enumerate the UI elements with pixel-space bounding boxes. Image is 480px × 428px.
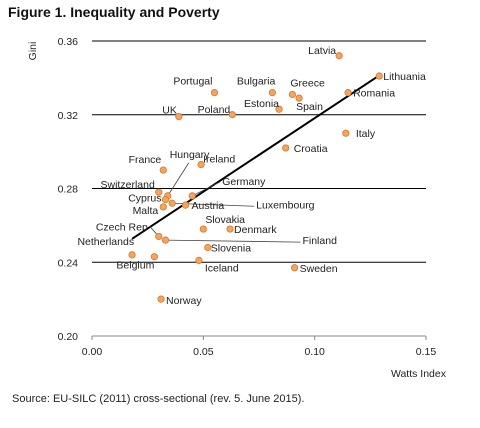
point-label-croatia: Croatia	[294, 143, 328, 155]
x-tick-label: 0.05	[193, 346, 214, 358]
point-label-portugal: Portugal	[173, 76, 212, 88]
leader-line-finland	[165, 239, 301, 243]
point-label-romania: Romania	[353, 88, 395, 100]
point-label-norway: Norway	[166, 295, 202, 307]
point-label-austria: Austria	[192, 200, 225, 212]
point-czech-rep	[155, 232, 163, 241]
point-norway	[157, 295, 165, 303]
point-latvia	[335, 52, 343, 60]
point-label-uk: UK	[162, 105, 177, 117]
point-label-germany: Germany	[222, 176, 266, 188]
figure-title: Figure 1. Inequality and Poverty	[8, 4, 220, 20]
point-romania	[344, 89, 352, 97]
point-label-finland: Finland	[302, 235, 337, 247]
point-label-iceland: Iceland	[205, 262, 239, 274]
point-label-italy: Italy	[356, 128, 376, 140]
point-malta	[159, 203, 167, 211]
point-greece	[288, 90, 296, 99]
point-label-luxembourg: Luxembourg	[256, 199, 315, 211]
point-poland	[228, 111, 236, 119]
point-estonia	[275, 105, 283, 113]
point-belgium	[150, 253, 158, 261]
point-label-belgium: Belgium	[116, 260, 154, 272]
trendline-group	[131, 74, 380, 240]
point-label-estonia: Estonia	[244, 98, 279, 110]
point-iceland	[195, 256, 203, 265]
point-denmark	[226, 225, 234, 233]
gridlines	[92, 40, 426, 263]
point-label-poland: Poland	[198, 104, 231, 116]
point-netherlands	[128, 251, 136, 259]
point-slovenia	[204, 243, 212, 252]
y-tick-label: 0.20	[58, 331, 79, 343]
leader-line-germany	[192, 181, 221, 197]
point-croatia	[282, 144, 290, 152]
point-bulgaria	[268, 89, 276, 97]
point-luxembourg	[168, 199, 176, 207]
x-tick-label: 0.00	[82, 346, 103, 358]
point-label-slovenia: Slovenia	[211, 243, 251, 255]
point-cyprus	[161, 195, 170, 204]
point-label-latvia: Latvia	[308, 45, 336, 57]
point-label-denmark: Denmark	[234, 224, 277, 236]
point-label-greece: Greece	[290, 77, 325, 89]
y-tick-label: 0.28	[58, 184, 79, 196]
point-lithuania	[375, 72, 383, 80]
y-tick-label: 0.36	[58, 36, 79, 48]
point-finland	[161, 236, 170, 244]
axes: 0.20 0.24 0.28 0.32 0.36 0.00 0.05 0.10 0.15 Watt…	[27, 36, 447, 380]
leader-line-hungary	[167, 162, 190, 197]
y-tick-label: 0.32	[58, 110, 79, 122]
data-points	[128, 52, 383, 303]
point-label-malta: Malta	[133, 205, 159, 217]
x-tick-label: 0.15	[416, 346, 437, 358]
point-spain	[295, 94, 303, 102]
point-slovakia	[199, 225, 207, 233]
point-label-lithuania: Lithuania	[383, 71, 426, 83]
x-axis-title: Watts Index	[391, 368, 447, 380]
point-label-france: France	[129, 154, 162, 166]
point-austria	[181, 201, 190, 209]
point-portugal	[210, 89, 219, 97]
source-note: Source: EU-SILC (2011) cross-sectional (…	[12, 393, 305, 405]
point-france	[159, 166, 167, 174]
point-label-switzerland: Switzerland	[101, 179, 155, 191]
point-ireland	[197, 160, 205, 169]
y-tick-label: 0.24	[58, 257, 79, 269]
point-switzerland	[155, 188, 163, 196]
point-label-slovakia: Slovakia	[205, 214, 245, 226]
point-sweden	[291, 264, 299, 272]
point-label-spain: Spain	[296, 101, 323, 113]
point-germany	[188, 192, 196, 200]
point-label-czech-rep: Czech Rep	[96, 221, 148, 233]
trendline	[131, 74, 380, 240]
point-uk	[175, 112, 183, 121]
point-label-ireland: Ireland	[203, 154, 235, 166]
y-axis-title: Gini	[27, 42, 39, 61]
x-tick-label: 0.10	[304, 346, 325, 358]
point-label-netherlands: Netherlands	[77, 236, 134, 248]
point-label-bulgaria: Bulgaria	[237, 76, 276, 88]
point-label-sweden: Sweden	[300, 263, 338, 275]
point-italy	[342, 129, 350, 137]
point-label-cyprus: Cyprus	[128, 193, 161, 205]
point-labels: Latvia Lithuania Romania Portugal Bulgaria Gr…	[77, 45, 426, 307]
point-label-hungary: Hungary	[170, 149, 210, 161]
